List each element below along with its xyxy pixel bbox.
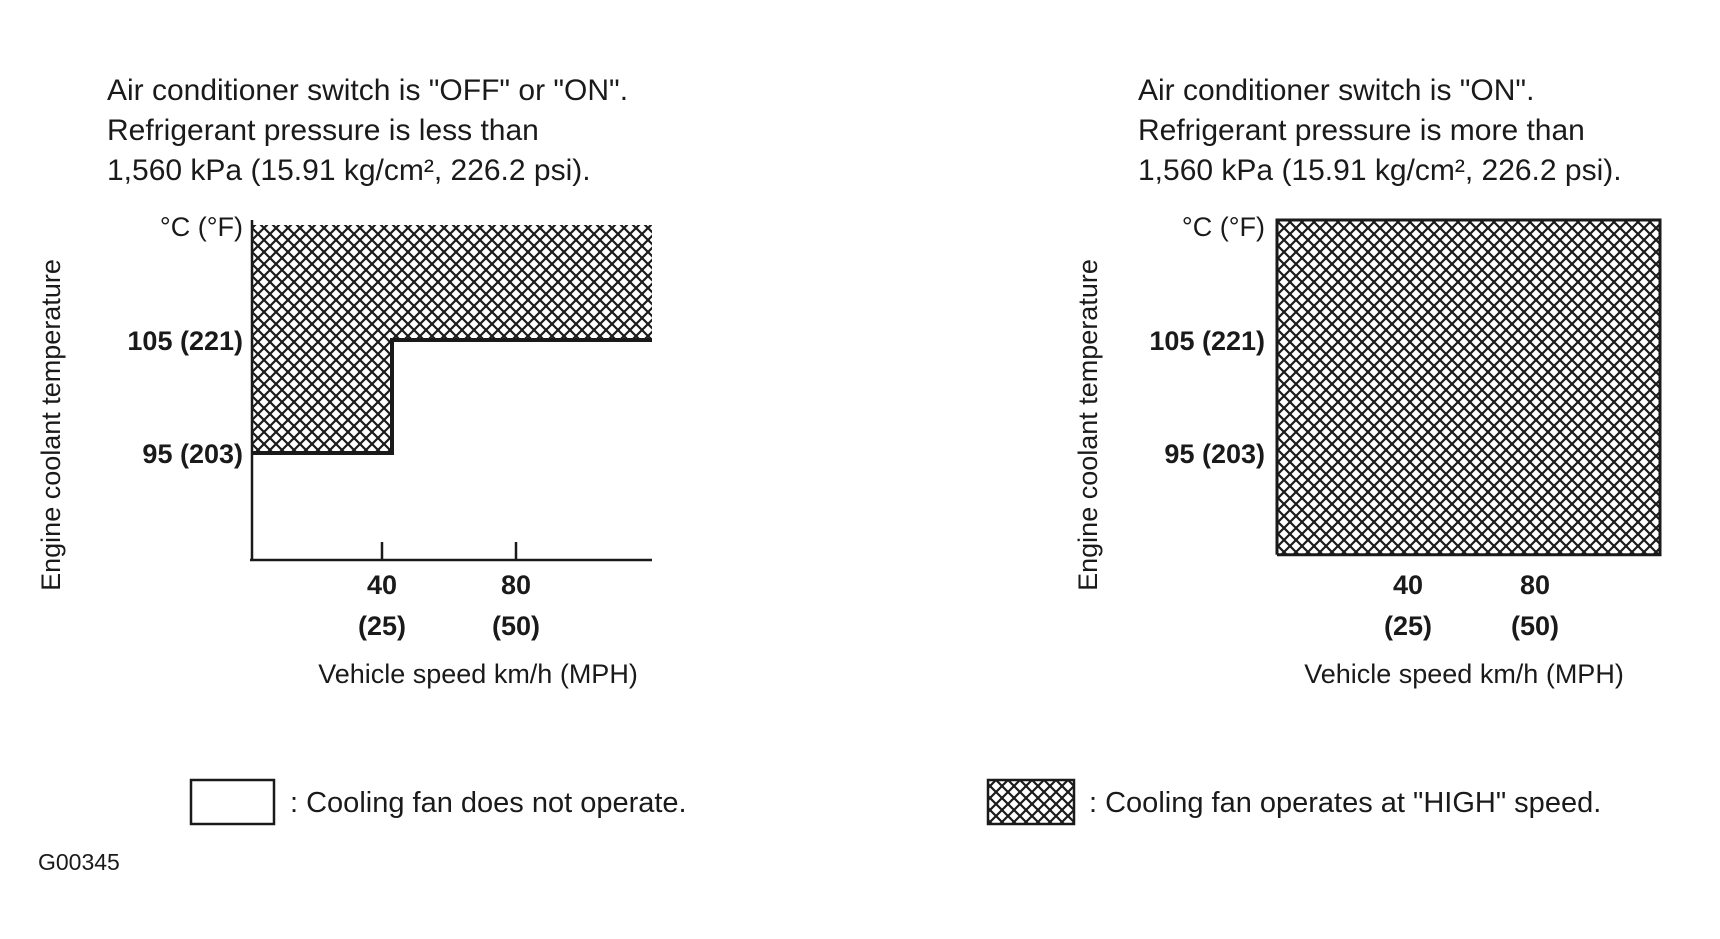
x-tick-sub-50: (50) xyxy=(1511,611,1559,641)
x-tick-sub-50: (50) xyxy=(492,611,540,641)
x-axis-title: Vehicle speed km/h (MPH) xyxy=(1304,659,1624,689)
chart-left: Air conditioner switch is "OFF" or "ON".… xyxy=(36,74,652,689)
condition-line-1: Air conditioner switch is "OFF" or "ON". xyxy=(107,74,628,107)
condition-line-3: 1,560 kPa (15.91 kg/cm², 226.2 psi). xyxy=(1138,154,1622,187)
condition-line-1: Air conditioner switch is "ON". xyxy=(1138,74,1534,107)
y-axis-title: Engine coolant temperature xyxy=(36,259,66,591)
x-tick-label-80: 80 xyxy=(1520,570,1550,600)
x-tick-label-40: 40 xyxy=(367,570,397,600)
legend-text-high-speed: : Cooling fan operates at "HIGH" speed. xyxy=(1089,787,1601,819)
y-unit-label: °C (°F) xyxy=(160,212,243,242)
legend-swatch-crosshatch xyxy=(986,778,1076,826)
condition-line-2: Refrigerant pressure is more than xyxy=(1138,114,1585,147)
x-axis-title: Vehicle speed km/h (MPH) xyxy=(318,659,638,689)
legend-swatch-empty xyxy=(189,778,276,826)
y-axis-title: Engine coolant temperature xyxy=(1073,259,1103,591)
condition-line-2: Refrigerant pressure is less than xyxy=(107,114,539,147)
chart-right: Air conditioner switch is "ON". Refriger… xyxy=(1073,74,1662,689)
y-unit-label: °C (°F) xyxy=(1182,212,1265,242)
condition-line-3: 1,560 kPa (15.91 kg/cm², 226.2 psi). xyxy=(107,154,591,187)
x-tick-sub-25: (25) xyxy=(1384,611,1432,641)
y-tick-label-105: 105 (221) xyxy=(127,326,243,356)
x-tick-label-40: 40 xyxy=(1393,570,1423,600)
legend: : Cooling fan does not operate. : Coolin… xyxy=(189,778,1601,826)
y-tick-label-95: 95 (203) xyxy=(1164,439,1265,469)
high-speed-boundary xyxy=(252,338,652,455)
x-tick-label-80: 80 xyxy=(501,570,531,600)
y-tick-label-95: 95 (203) xyxy=(142,439,243,469)
figure-id: G00345 xyxy=(38,849,120,875)
high-speed-boundary xyxy=(1275,218,1662,557)
x-tick-sub-25: (25) xyxy=(358,611,406,641)
high-speed-region xyxy=(1277,220,1660,555)
y-tick-label-105: 105 (221) xyxy=(1149,326,1265,356)
legend-text-not-operate: : Cooling fan does not operate. xyxy=(290,787,687,819)
